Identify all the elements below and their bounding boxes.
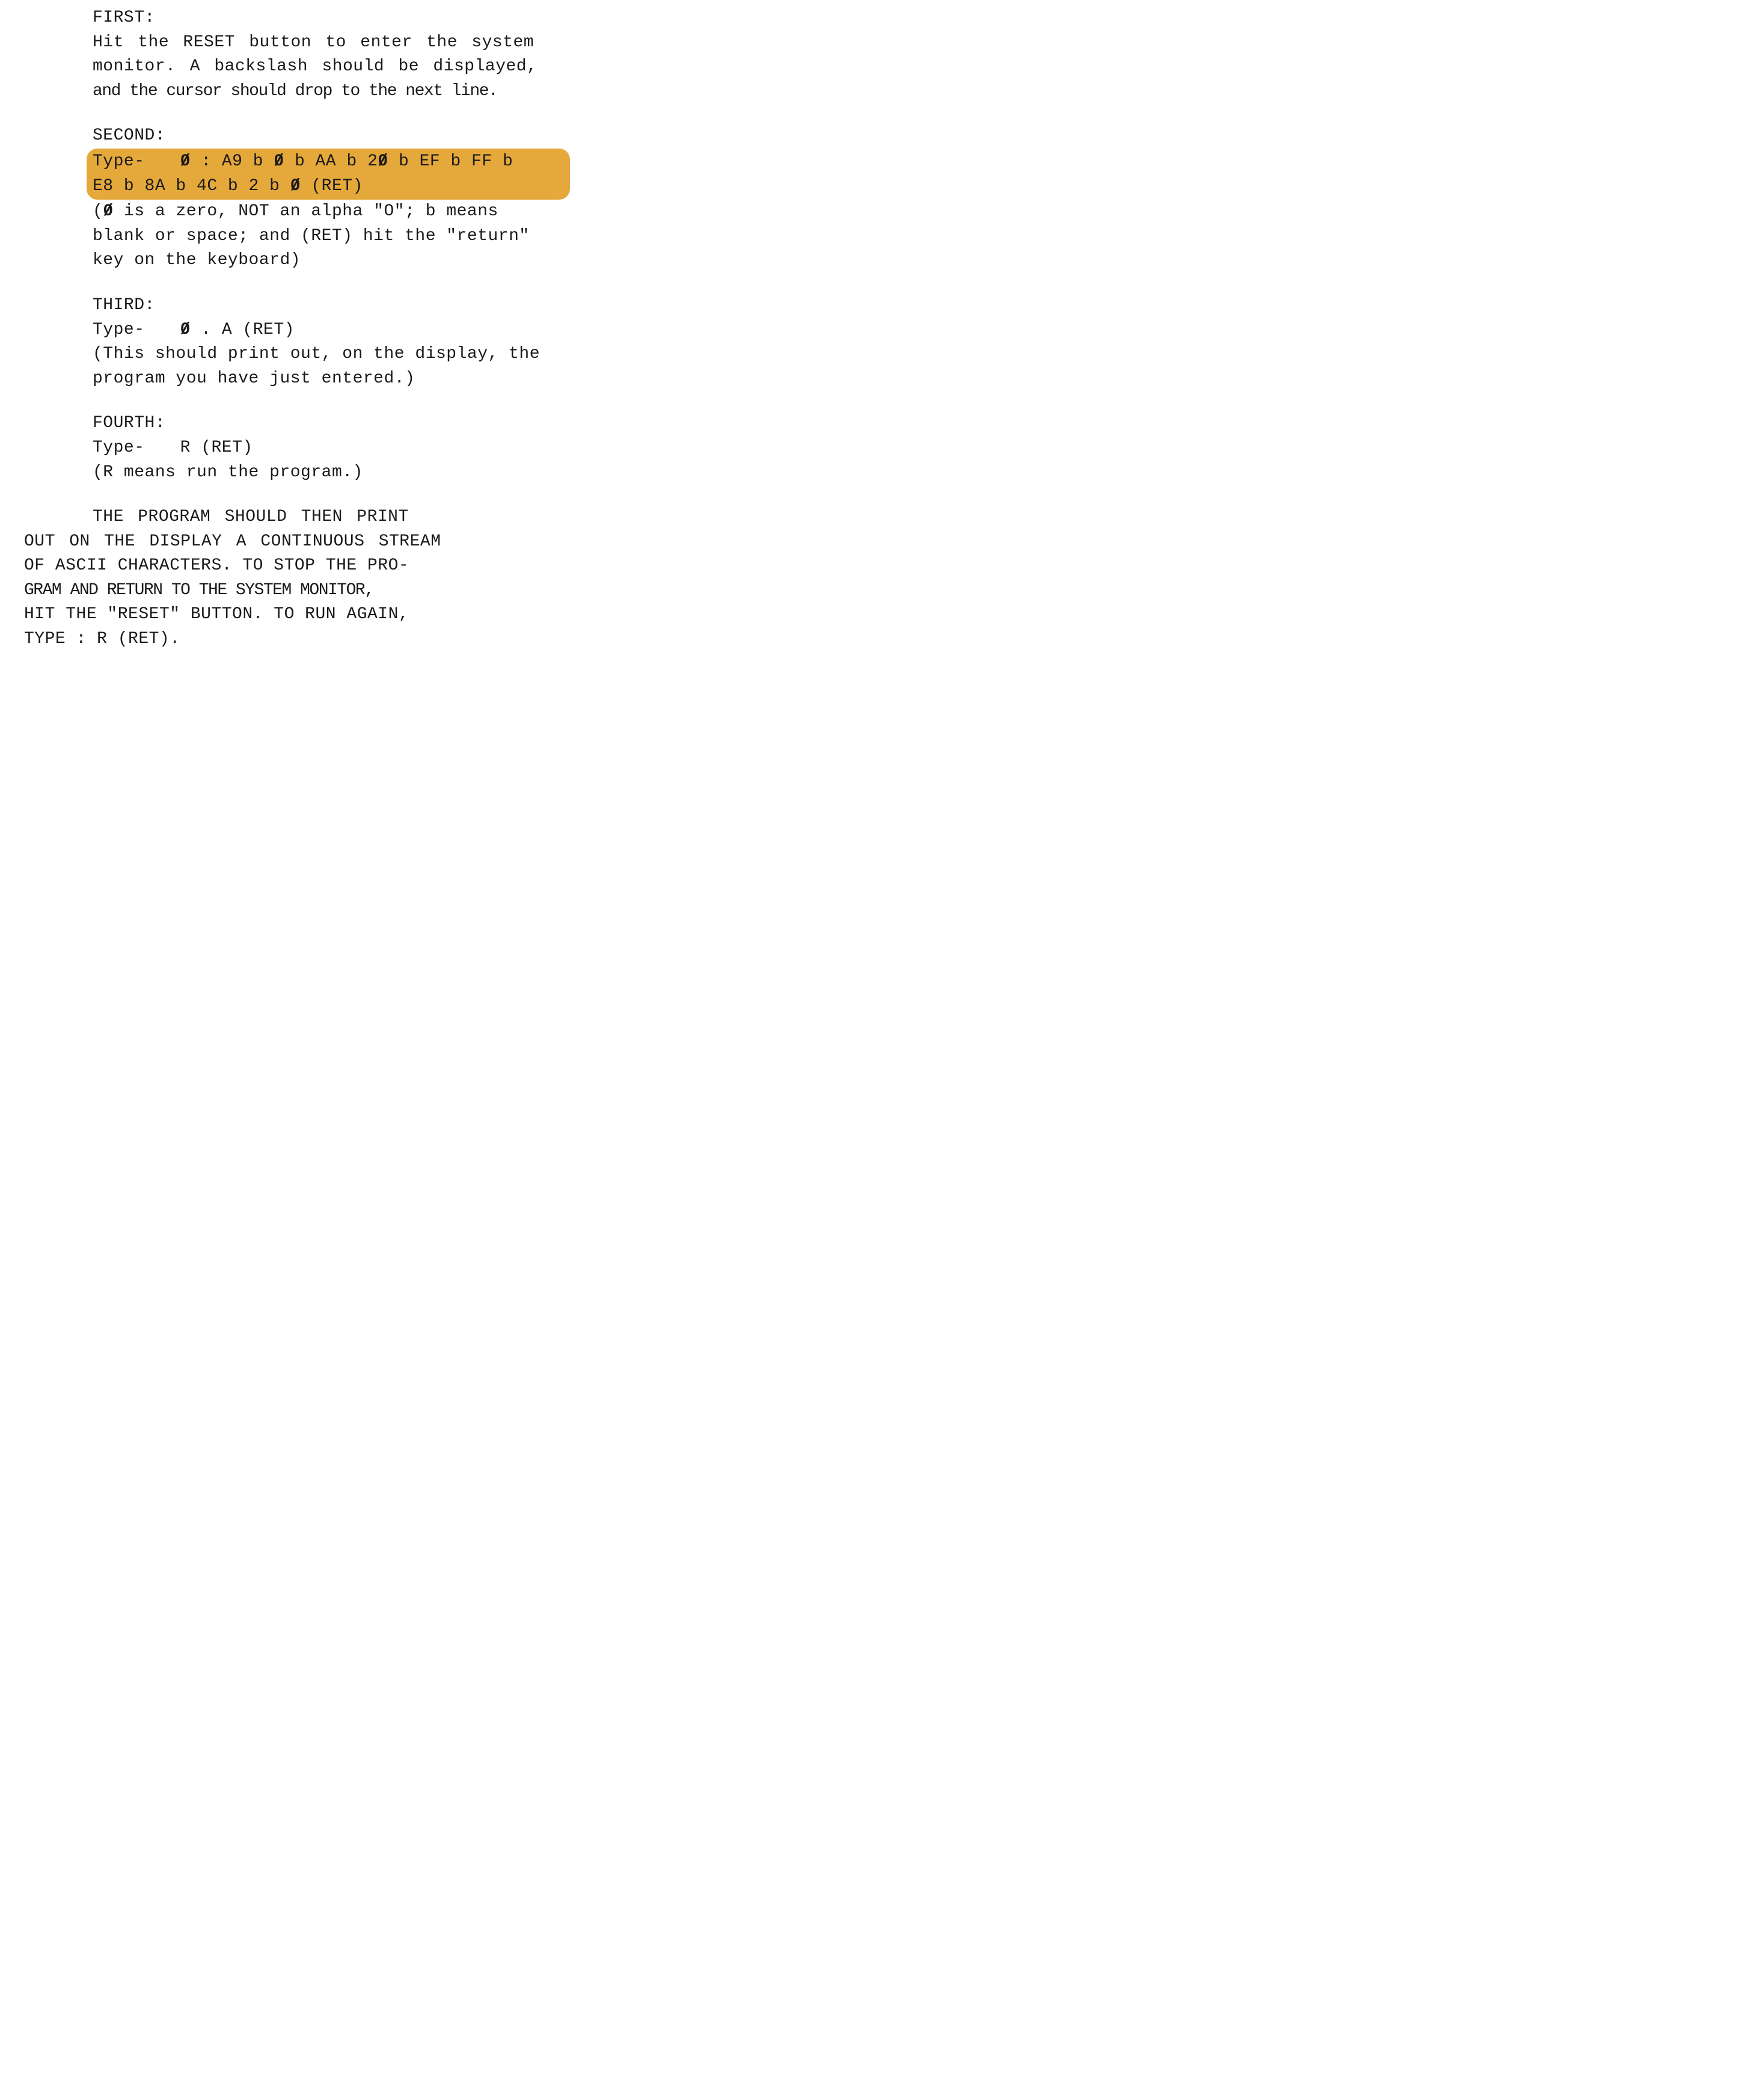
step1-text-line2: monitor. A backslash should be displayed…: [93, 55, 564, 79]
step3-code: Type-0 . A (RET): [93, 318, 564, 343]
step3-note-line1: (This should print out, on the display, …: [93, 342, 564, 367]
step1-text-line3: and the cursor should drop to the next l…: [93, 79, 564, 104]
document-page: FIRST: Hit the RESET button to enter the…: [0, 6, 588, 652]
code-text: : A9 b: [191, 152, 274, 171]
slashed-zero-icon: 0: [378, 150, 388, 174]
step2-highlight: Type-0 : A9 b 0 b AA b 20 b EF b FF b E8…: [87, 149, 570, 200]
slashed-zero-icon: 0: [103, 200, 113, 224]
slashed-zero-icon: 0: [180, 318, 191, 343]
code-text: . A (RET): [191, 321, 295, 339]
type-label: Type-: [93, 150, 180, 174]
slashed-zero-icon: 0: [290, 174, 301, 199]
note-text: is a zero, NOT an alpha "O"; b means: [114, 202, 498, 221]
slashed-zero-icon: 0: [274, 150, 284, 174]
type-label: Type-: [93, 436, 180, 461]
step1-heading: FIRST:: [93, 6, 564, 31]
step2-code-line1: Type-0 : A9 b 0 b AA b 20 b EF b FF b: [93, 150, 564, 174]
result-line4: GRAM AND RETURN TO THE SYSTEM MONITOR,: [24, 579, 564, 603]
result-line2: OUT ON THE DISPLAY A CONTINUOUS STREAM: [24, 530, 564, 554]
step2-note-line3: key on the keyboard): [93, 248, 564, 273]
result-line3: OF ASCII CHARACTERS. TO STOP THE PRO-: [24, 554, 564, 579]
step1-text-line1: Hit the RESET button to enter the system: [93, 31, 564, 55]
code-text: b AA b 2: [284, 152, 378, 171]
step2-note-line2: blank or space; and (RET) hit the "retur…: [93, 224, 564, 249]
step4-heading: FOURTH:: [93, 411, 564, 436]
slashed-zero-icon: 0: [180, 150, 191, 174]
code-text: b EF b FF b: [388, 152, 513, 171]
step4-code: Type-R (RET): [93, 436, 564, 461]
step2-heading: SECOND:: [93, 124, 564, 149]
step3-note-line2: program you have just entered.): [93, 367, 564, 392]
type-label: Type-: [93, 318, 180, 343]
step4-note: (R means run the program.): [93, 461, 564, 485]
result-line1: THE PROGRAM SHOULD THEN PRINT: [24, 505, 564, 530]
code-text: E8 b 8A b 4C b 2 b: [93, 177, 290, 195]
result-line6: TYPE : R (RET).: [24, 627, 564, 652]
code-text: (RET): [301, 177, 363, 195]
result-line5: HIT THE "RESET" BUTTON. TO RUN AGAIN,: [24, 603, 564, 627]
step3-heading: THIRD:: [93, 293, 564, 318]
step2-code-line2: E8 b 8A b 4C b 2 b 0 (RET): [93, 174, 564, 199]
code-text: R (RET): [180, 438, 253, 457]
step2-note-line1: (0 is a zero, NOT an alpha "O"; b means: [93, 200, 564, 224]
note-text: (: [93, 202, 103, 221]
